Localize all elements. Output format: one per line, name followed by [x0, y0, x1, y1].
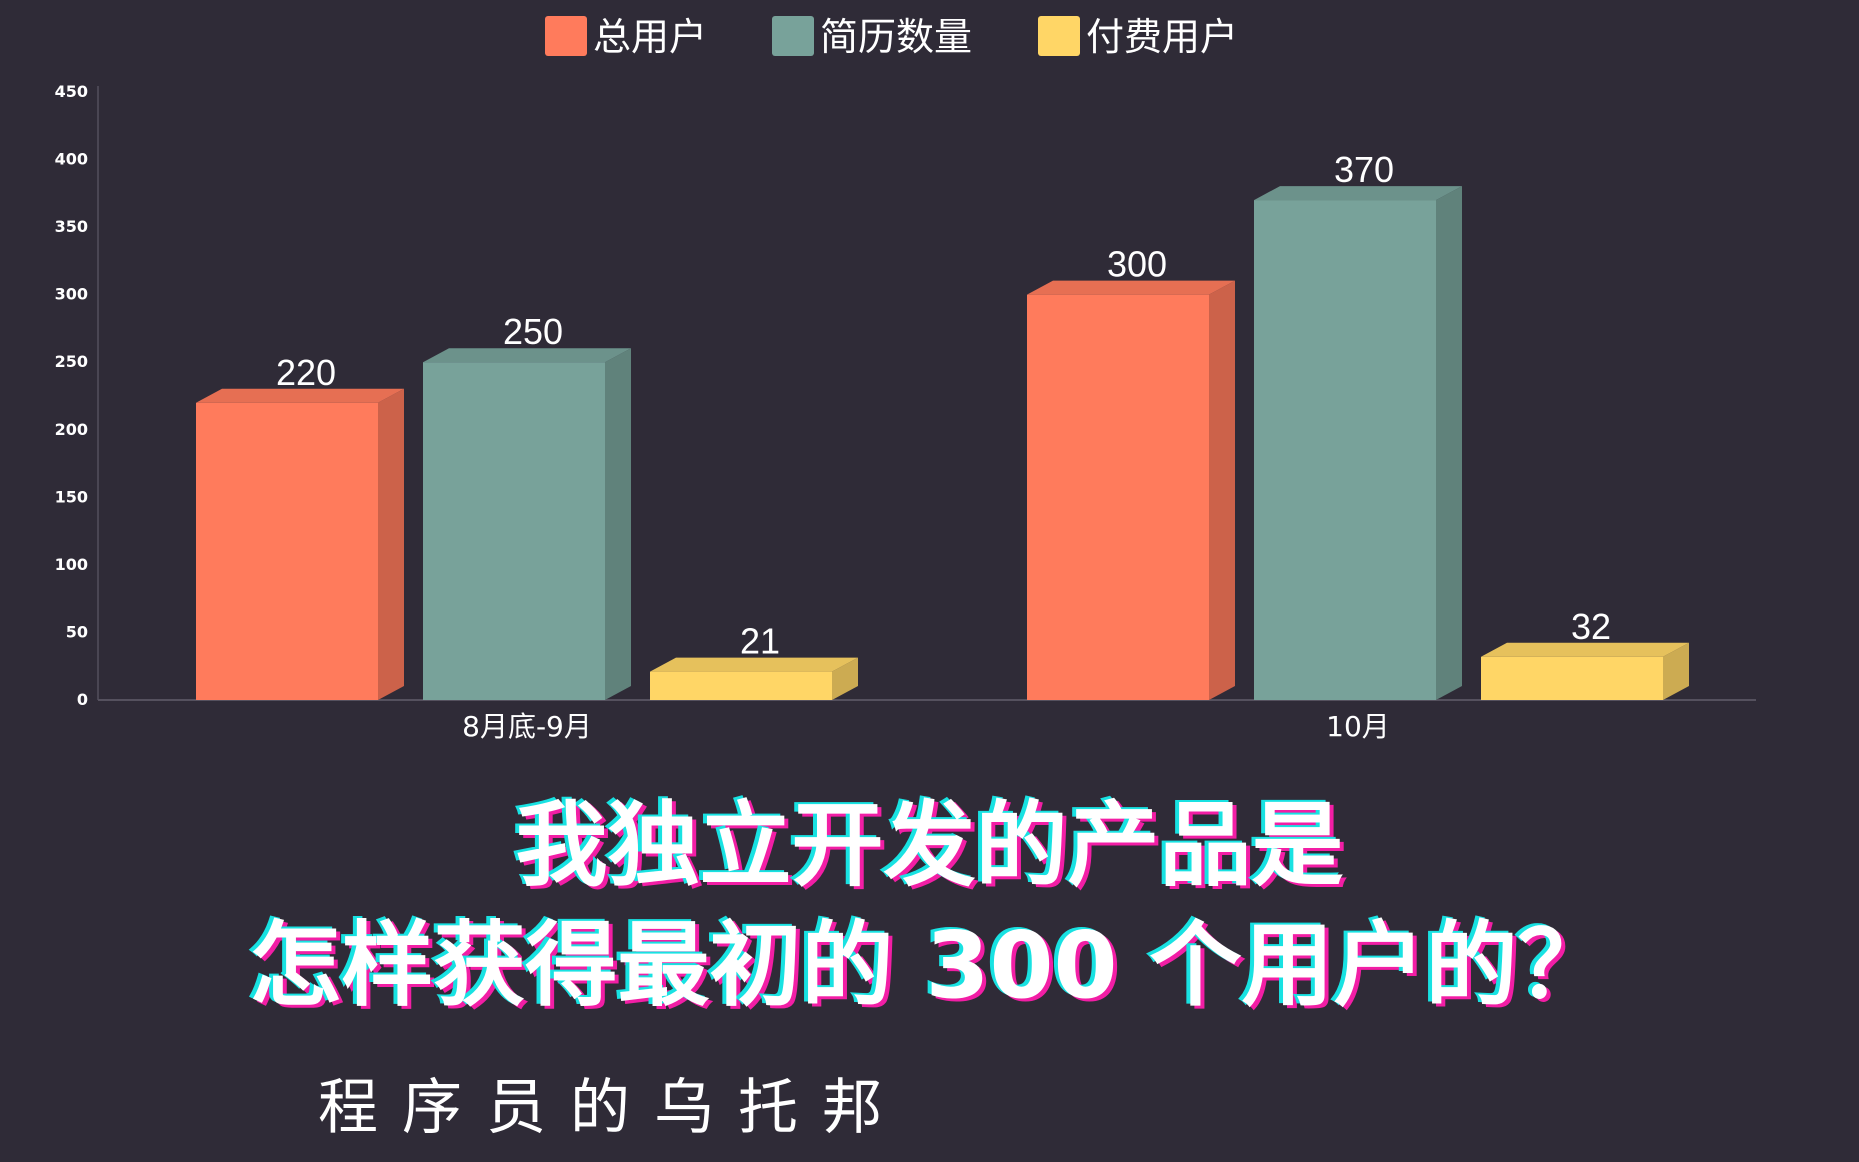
data-label: 32: [1571, 606, 1611, 647]
bar-side: [605, 348, 631, 700]
y-tick-label: 450: [55, 82, 88, 101]
bar: [650, 671, 832, 700]
bar: [196, 402, 378, 700]
y-tick-label: 350: [55, 217, 88, 236]
bar-top: [650, 657, 858, 672]
y-tick-label: 0: [77, 690, 88, 709]
x-tick-label: 10月: [1326, 710, 1390, 743]
data-label: 21: [740, 621, 780, 662]
byline: 程序员的乌托邦: [318, 1073, 906, 1143]
bar-top: [196, 388, 404, 403]
legend-label: 简历数量: [820, 15, 972, 59]
bar: [1481, 656, 1663, 700]
bar-side: [1663, 642, 1689, 700]
bar-top: [1481, 642, 1689, 657]
y-tick-label: 300: [55, 285, 88, 304]
legend-swatch: [1038, 16, 1080, 56]
bar-top: [1254, 186, 1462, 201]
bar-chart: 0 50 100 150 200 250 300 350 400 450 220 250 21 8月底-9…: [55, 15, 1756, 743]
bar: [1027, 294, 1209, 700]
bar-top: [1027, 280, 1235, 295]
legend-label: 总用户: [593, 15, 707, 59]
legend-swatch: [772, 16, 814, 56]
data-label: 220: [276, 352, 336, 393]
data-label: 300: [1107, 244, 1167, 285]
y-tick-label: 150: [55, 487, 88, 506]
headline-line-1: 我独立开发的产品是: [515, 792, 1344, 899]
y-tick-label: 250: [55, 352, 88, 371]
data-label: 370: [1334, 149, 1394, 190]
bar: [1254, 200, 1436, 701]
x-tick-label: 8月底-9月: [462, 710, 592, 743]
headline-line-2: 怎样获得最初的 300 个用户的？: [249, 912, 1610, 1019]
bar-top: [423, 348, 631, 363]
bar: [423, 362, 605, 700]
legend-label: 付费用户: [1086, 15, 1238, 59]
y-tick-label: 100: [55, 555, 88, 574]
bar-side: [378, 388, 404, 700]
y-tick-label: 200: [55, 420, 88, 439]
bar-side: [832, 657, 858, 700]
legend-swatch: [545, 16, 587, 56]
y-tick-label: 50: [66, 622, 88, 641]
bar-side: [1209, 280, 1235, 700]
bar-side: [1436, 186, 1462, 701]
y-tick-label: 400: [55, 150, 88, 169]
data-label: 250: [503, 311, 563, 352]
